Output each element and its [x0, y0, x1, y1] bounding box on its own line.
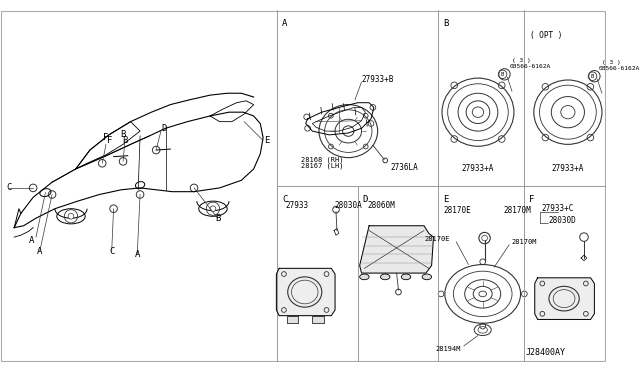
Circle shape	[99, 160, 106, 167]
Text: 27933: 27933	[286, 201, 309, 211]
Text: B: B	[215, 214, 220, 223]
Text: A: A	[134, 250, 140, 259]
Text: F: F	[107, 136, 113, 145]
Text: 27933+A: 27933+A	[462, 164, 494, 173]
Text: 08566-6162A: 08566-6162A	[599, 66, 640, 71]
Bar	[287, 316, 298, 323]
Text: 28194M: 28194M	[435, 346, 461, 352]
Text: 28030D: 28030D	[548, 215, 576, 225]
Text: B: B	[501, 72, 504, 77]
Circle shape	[68, 214, 74, 219]
Text: ( OPT ): ( OPT )	[530, 31, 563, 40]
Text: B: B	[120, 131, 125, 140]
Text: 28170E: 28170E	[424, 236, 449, 242]
Text: D: D	[161, 124, 166, 133]
Text: F: F	[103, 133, 109, 142]
Text: C: C	[7, 183, 12, 192]
Text: B: B	[443, 19, 449, 28]
Text: F: F	[529, 195, 534, 205]
Text: 2736LA: 2736LA	[390, 163, 418, 171]
Ellipse shape	[360, 274, 369, 280]
Text: E: E	[264, 136, 269, 145]
Circle shape	[190, 184, 198, 192]
Circle shape	[210, 206, 216, 212]
Text: 28167 (LH): 28167 (LH)	[301, 163, 344, 169]
Polygon shape	[360, 226, 433, 273]
Text: 28170E: 28170E	[443, 206, 470, 215]
Text: A: A	[29, 236, 34, 246]
Circle shape	[119, 158, 127, 165]
Text: 27933+C: 27933+C	[541, 204, 573, 213]
Text: C: C	[282, 195, 287, 205]
Circle shape	[48, 191, 56, 198]
Circle shape	[29, 184, 37, 192]
Text: 27933+B: 27933+B	[362, 74, 394, 84]
Ellipse shape	[401, 274, 411, 280]
Ellipse shape	[422, 274, 431, 280]
Text: 28060M: 28060M	[367, 201, 395, 211]
Text: B: B	[591, 74, 594, 79]
Polygon shape	[535, 278, 595, 320]
Text: E: E	[443, 195, 449, 205]
Text: 28170M: 28170M	[504, 206, 531, 215]
Circle shape	[333, 206, 339, 213]
Text: 08566-6162A: 08566-6162A	[509, 64, 550, 69]
Text: J28400AY: J28400AY	[526, 348, 566, 357]
Text: 28170M: 28170M	[511, 239, 536, 245]
Text: D: D	[362, 195, 368, 205]
Polygon shape	[276, 268, 335, 316]
Text: ( 3 ): ( 3 )	[512, 58, 531, 62]
Text: A: A	[37, 247, 42, 256]
Circle shape	[152, 146, 160, 154]
Text: ( 3 ): ( 3 )	[602, 60, 621, 64]
Circle shape	[482, 235, 488, 241]
Ellipse shape	[381, 274, 390, 280]
Text: B: B	[122, 136, 127, 145]
Circle shape	[136, 191, 144, 198]
Text: 28168 (RH): 28168 (RH)	[301, 156, 344, 163]
Text: C: C	[109, 247, 115, 256]
Text: 28030A: 28030A	[334, 201, 362, 211]
Bar	[312, 316, 324, 323]
Circle shape	[110, 205, 117, 212]
Text: 27933+A: 27933+A	[552, 164, 584, 173]
Circle shape	[580, 233, 588, 241]
Text: A: A	[282, 19, 287, 28]
